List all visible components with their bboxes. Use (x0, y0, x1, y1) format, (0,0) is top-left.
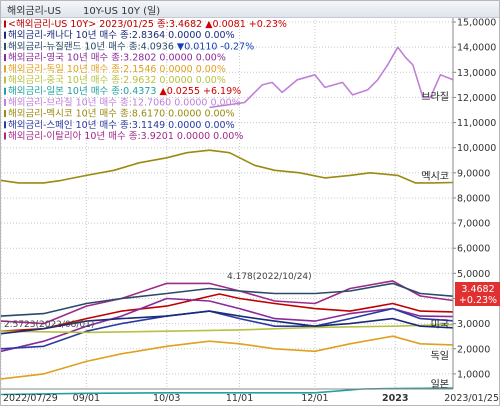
last-value-text: 3.4682 (461, 284, 494, 295)
legend-swatch (4, 98, 6, 106)
window-title: 해외금리-US (7, 6, 62, 17)
y-tick-label: 12,0000 (457, 93, 496, 104)
legend-swatch (4, 20, 6, 28)
series-line-뉴질랜드 (1, 282, 454, 317)
series-line-독일 (1, 335, 454, 380)
x-tick-label: 09/01 (73, 393, 100, 404)
y-tick-label: 11,0000 (457, 118, 496, 129)
series-line-멕시코 (1, 149, 454, 184)
legend-swatch (4, 110, 6, 118)
end-label-미국: 미국 (431, 319, 449, 331)
y-tick-label: 3,0000 (457, 319, 490, 330)
legend-swatch (4, 87, 6, 95)
y-tick-label: 2,0000 (457, 344, 490, 355)
title-bar: 해외금리-US 10Y-US 10Y (일) (1, 1, 499, 18)
legend-swatch (4, 76, 6, 84)
legend-item: 해외금리-이탈리아 10년 매수 종:3.9201 0.0000 0.00% (8, 130, 243, 142)
legend-swatch (4, 132, 6, 140)
y-tick-label: 5,0000 (457, 269, 490, 280)
last-value-box (455, 282, 500, 306)
series-line-캐나다 (1, 310, 454, 335)
y-tick-label: 1,0000 (457, 369, 490, 380)
y-axis-ticks: 15,0000 14,0000 13,0000 12,0000 11,0000 10,00… (453, 18, 496, 380)
x-tick-label: 2022/07/29 (3, 393, 58, 404)
end-label-일본: 일본 (431, 378, 449, 390)
y-tick-label: 9,0000 (457, 168, 490, 179)
x-axis-ticks: 2022/07/29 09/01 10/03 11/01 12/01 2023 2023/0… (3, 393, 499, 404)
legend-swatch (4, 54, 6, 62)
legend-item: 해외금리-캐나다 10년 매수 종:2.8364 0.0000 0.00% (8, 29, 235, 41)
series-line-중국 (1, 323, 454, 334)
y-tick-label: 10,0000 (457, 143, 496, 154)
end-label-멕시코: 멕시코 (421, 170, 449, 182)
legend-item: 해외금리-독일 10년 매수 종:2.1546 0.0000 0.00% (8, 63, 226, 75)
legend-item: <해외금리-US 10Y> 2023/01/25 종:3.4682 ▲0.008… (8, 18, 287, 30)
legend-item: 해외금리-스페인 10년 매수 종:3.1149 0.0000 0.00% (8, 119, 235, 131)
x-tick-label: 10/03 (153, 393, 180, 404)
legend-item: 해외금리-뉴질랜드 10년 매수 종:4.0936 ▼0.0110 -0.27% (8, 40, 254, 52)
x-tick-label: 11/01 (226, 393, 253, 404)
legend-swatch (4, 121, 6, 129)
legend-swatch (4, 31, 6, 39)
end-label-브라질: 브라질 (421, 91, 449, 103)
y-tick-label: 8,0000 (457, 193, 490, 204)
legend: <해외금리-US 10Y> 2023/01/25 종:3.4682 ▲0.008… (4, 18, 287, 142)
legend-swatch (4, 42, 6, 50)
y-tick-label: 7,0000 (457, 219, 490, 230)
x-tick-label: 2023 (382, 393, 408, 404)
legend-item: 해외금리-일본 10년 매수 종:0.4373 ▲0.0255 +6.19% (8, 85, 241, 97)
legend-item: 해외금리-브라질 10년 매수 종:12.7060 0.0000 0.00% (8, 96, 241, 108)
legend-item: 해외금리-멕시코 10년 매수 종:8.6170 0.0000 0.00% (8, 108, 235, 120)
high-annotation: 4.178(2022/10/24) (227, 272, 312, 282)
series-group (1, 46, 454, 396)
series-line-브라질 (209, 46, 454, 109)
legend-item: 해외금리-중국 10년 매수 종:2.9632 0.0000 0.00% (8, 74, 226, 86)
legend-swatch (4, 65, 6, 73)
legend-item: 해외금리-영국 10년 매수 종:3.2802 0.0000 0.00% (8, 52, 226, 64)
low-annotation: 2.5723(2022/08/01) (4, 320, 94, 330)
series-line-스페인 (1, 307, 454, 350)
series-line-미국 (1, 293, 454, 332)
end-label-독일: 독일 (431, 350, 449, 362)
y-tick-label: 15,0000 (457, 18, 496, 29)
y-tick-label: 14,0000 (457, 43, 496, 54)
x-tick-label: 12/01 (301, 393, 328, 404)
y-tick-label: 6,0000 (457, 244, 490, 255)
y-tick-label: 13,0000 (457, 68, 496, 79)
x-tick-label: 2023/01/25 (444, 393, 499, 404)
window-subtitle: 10Y-US 10Y (일) (83, 6, 161, 17)
last-change-text: +0.23% (459, 295, 497, 306)
